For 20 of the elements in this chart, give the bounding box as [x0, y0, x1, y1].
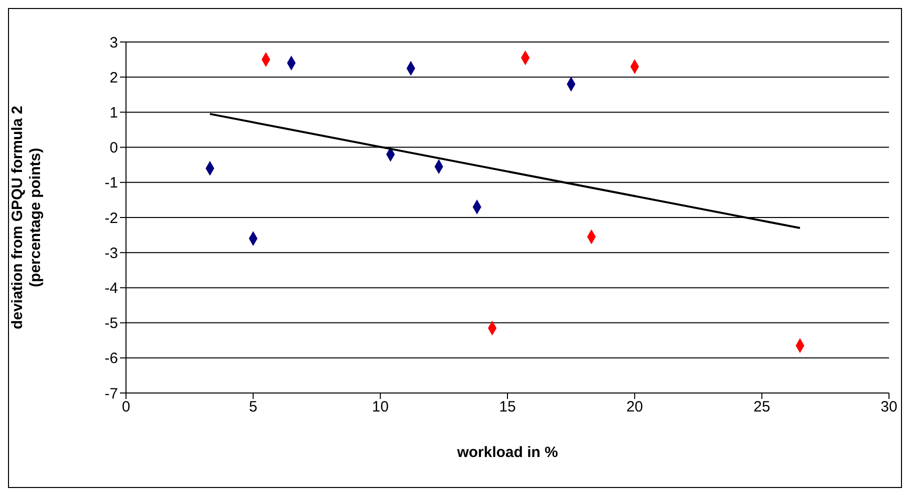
x-tick-label: 30 — [880, 398, 898, 416]
x-tick-label: 5 — [248, 398, 258, 416]
x-tick-label: 15 — [499, 398, 516, 416]
y-tick-label: 0 — [110, 140, 118, 157]
y-tick-label: -7 — [104, 385, 118, 402]
y-tick-label: -4 — [104, 280, 118, 298]
y-tick-label: 3 — [110, 34, 118, 52]
y-tick-label: 1 — [110, 104, 118, 122]
x-tick-label: 10 — [372, 398, 389, 416]
x-axis-title: workload in % — [456, 444, 558, 461]
y-axis-title: deviation from GPQU formula 2 (percentage points) — [9, 106, 44, 330]
y-tick-label: -1 — [104, 174, 118, 192]
y-tick-label: -2 — [104, 210, 118, 227]
y-tick-label: -3 — [104, 244, 118, 262]
y-tick-label: -5 — [104, 315, 118, 332]
y-tick-label: -6 — [104, 350, 118, 368]
x-tick-label: 20 — [626, 398, 644, 416]
y-tick-label: 2 — [110, 69, 118, 86]
x-tick-label: 25 — [753, 398, 770, 416]
x-tick-label: 0 — [122, 398, 130, 416]
